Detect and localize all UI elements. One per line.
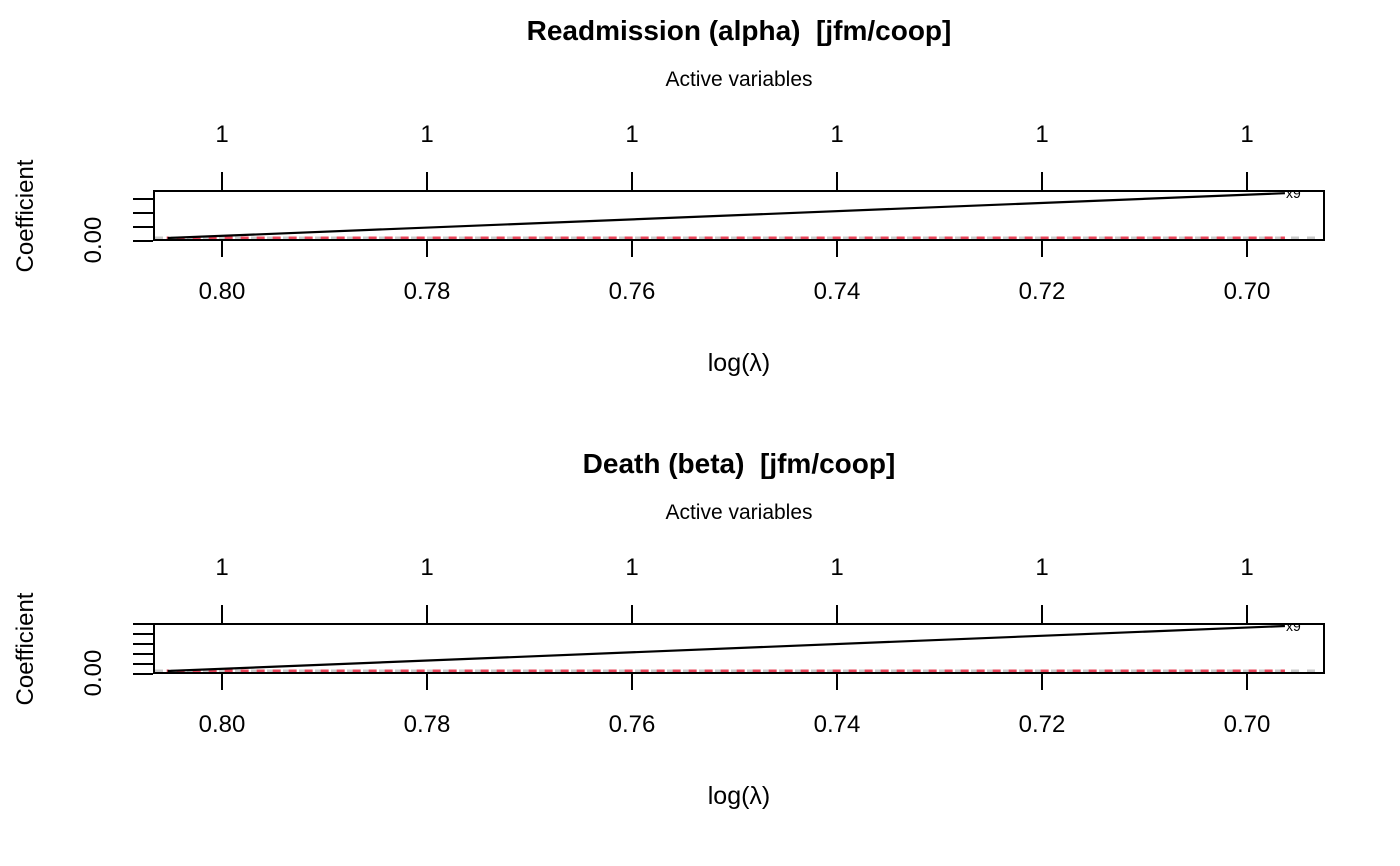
coefficient-path-chart bbox=[155, 625, 1323, 672]
top-axis-tick-label: 1 bbox=[420, 554, 434, 581]
plot-box: x9 bbox=[153, 623, 1325, 674]
top-axis-tick-label: 1 bbox=[420, 121, 434, 148]
top-axis-tick-label: 1 bbox=[625, 121, 639, 148]
x-axis-tick-label: 0.74 bbox=[813, 278, 861, 305]
x-axis-tick-label: 0.72 bbox=[1018, 278, 1066, 305]
top-axis-tick-label: 1 bbox=[625, 554, 639, 581]
y-axis-tick bbox=[133, 240, 153, 242]
y-axis-title: Coefficient bbox=[12, 159, 39, 273]
x-axis-tick-label: 0.78 bbox=[403, 278, 451, 305]
x-axis-tick bbox=[426, 674, 428, 690]
plot-box: x9 bbox=[153, 190, 1325, 241]
panel-title: Death (beta) [jfm/coop] bbox=[582, 448, 896, 479]
x-axis-tick bbox=[836, 241, 838, 257]
x-axis-tick bbox=[426, 241, 428, 257]
x-axis-tick-label: 0.78 bbox=[403, 711, 451, 738]
top-axis-tick bbox=[426, 172, 428, 190]
top-axis-tick bbox=[221, 605, 223, 623]
series-label-x9: x9 bbox=[1286, 190, 1301, 201]
x-axis-tick-label: 0.70 bbox=[1223, 711, 1271, 738]
top-axis-tick-label: 1 bbox=[1240, 554, 1254, 581]
top-axis-tick bbox=[1041, 605, 1043, 623]
top-axis-tick bbox=[1246, 605, 1248, 623]
x-axis-tick bbox=[1246, 674, 1248, 690]
top-axis-tick bbox=[631, 605, 633, 623]
top-axis-tick bbox=[1246, 172, 1248, 190]
x-axis-tick bbox=[631, 674, 633, 690]
top-axis-tick bbox=[1041, 172, 1043, 190]
top-axis-tick-label: 1 bbox=[830, 554, 844, 581]
coefficient-path-x9 bbox=[167, 192, 1285, 239]
x-axis-tick bbox=[221, 241, 223, 257]
panel-title: Readmission (alpha) [jfm/coop] bbox=[526, 15, 952, 46]
top-axis-tick bbox=[631, 172, 633, 190]
top-axis-tick-label: 1 bbox=[1240, 121, 1254, 148]
x-axis-tick-label: 0.74 bbox=[813, 711, 861, 738]
series-label-x9: x9 bbox=[1286, 623, 1301, 634]
top-axis-tick bbox=[836, 172, 838, 190]
y-axis-tick bbox=[133, 212, 153, 214]
top-axis-title: Active variables bbox=[665, 501, 813, 524]
top-axis-tick bbox=[836, 605, 838, 623]
top-axis-tick-label: 1 bbox=[215, 554, 229, 581]
x-axis-tick-label: 0.80 bbox=[198, 278, 246, 305]
top-axis-tick-label: 1 bbox=[830, 121, 844, 148]
coefficient-path-chart bbox=[155, 192, 1323, 239]
y-axis-tick bbox=[133, 226, 153, 228]
x-axis-tick bbox=[631, 241, 633, 257]
y-tick-label-zero: 0.00 bbox=[80, 216, 107, 264]
x-axis-tick-label: 0.76 bbox=[608, 711, 656, 738]
top-axis-title: Active variables bbox=[665, 68, 813, 91]
x-axis-tick-label: 0.80 bbox=[198, 711, 246, 738]
top-axis-tick bbox=[221, 172, 223, 190]
x-axis-tick bbox=[1246, 241, 1248, 257]
x-axis-tick-label: 0.70 bbox=[1223, 278, 1271, 305]
y-axis-tick bbox=[133, 653, 153, 655]
x-axis-tick bbox=[836, 674, 838, 690]
x-axis-tick bbox=[221, 674, 223, 690]
top-axis-tick bbox=[426, 605, 428, 623]
x-axis-tick-label: 0.72 bbox=[1018, 711, 1066, 738]
y-axis-title: Coefficient bbox=[12, 592, 39, 706]
y-axis-tick bbox=[133, 673, 153, 675]
y-axis-tick bbox=[133, 198, 153, 200]
y-axis-tick bbox=[133, 663, 153, 665]
y-tick-label-zero: 0.00 bbox=[80, 649, 107, 697]
y-axis-tick bbox=[133, 643, 153, 645]
x-axis-title: log(λ) bbox=[707, 349, 771, 377]
coefficient-path-x9 bbox=[167, 625, 1285, 672]
top-axis-tick-label: 1 bbox=[1035, 121, 1049, 148]
x-axis-tick bbox=[1041, 241, 1043, 257]
y-axis-tick bbox=[133, 633, 153, 635]
x-axis-tick-label: 0.76 bbox=[608, 278, 656, 305]
top-axis-tick-label: 1 bbox=[215, 121, 229, 148]
x-axis-title: log(λ) bbox=[707, 782, 771, 810]
x-axis-tick bbox=[1041, 674, 1043, 690]
y-axis-tick bbox=[133, 623, 153, 625]
top-axis-tick-label: 1 bbox=[1035, 554, 1049, 581]
